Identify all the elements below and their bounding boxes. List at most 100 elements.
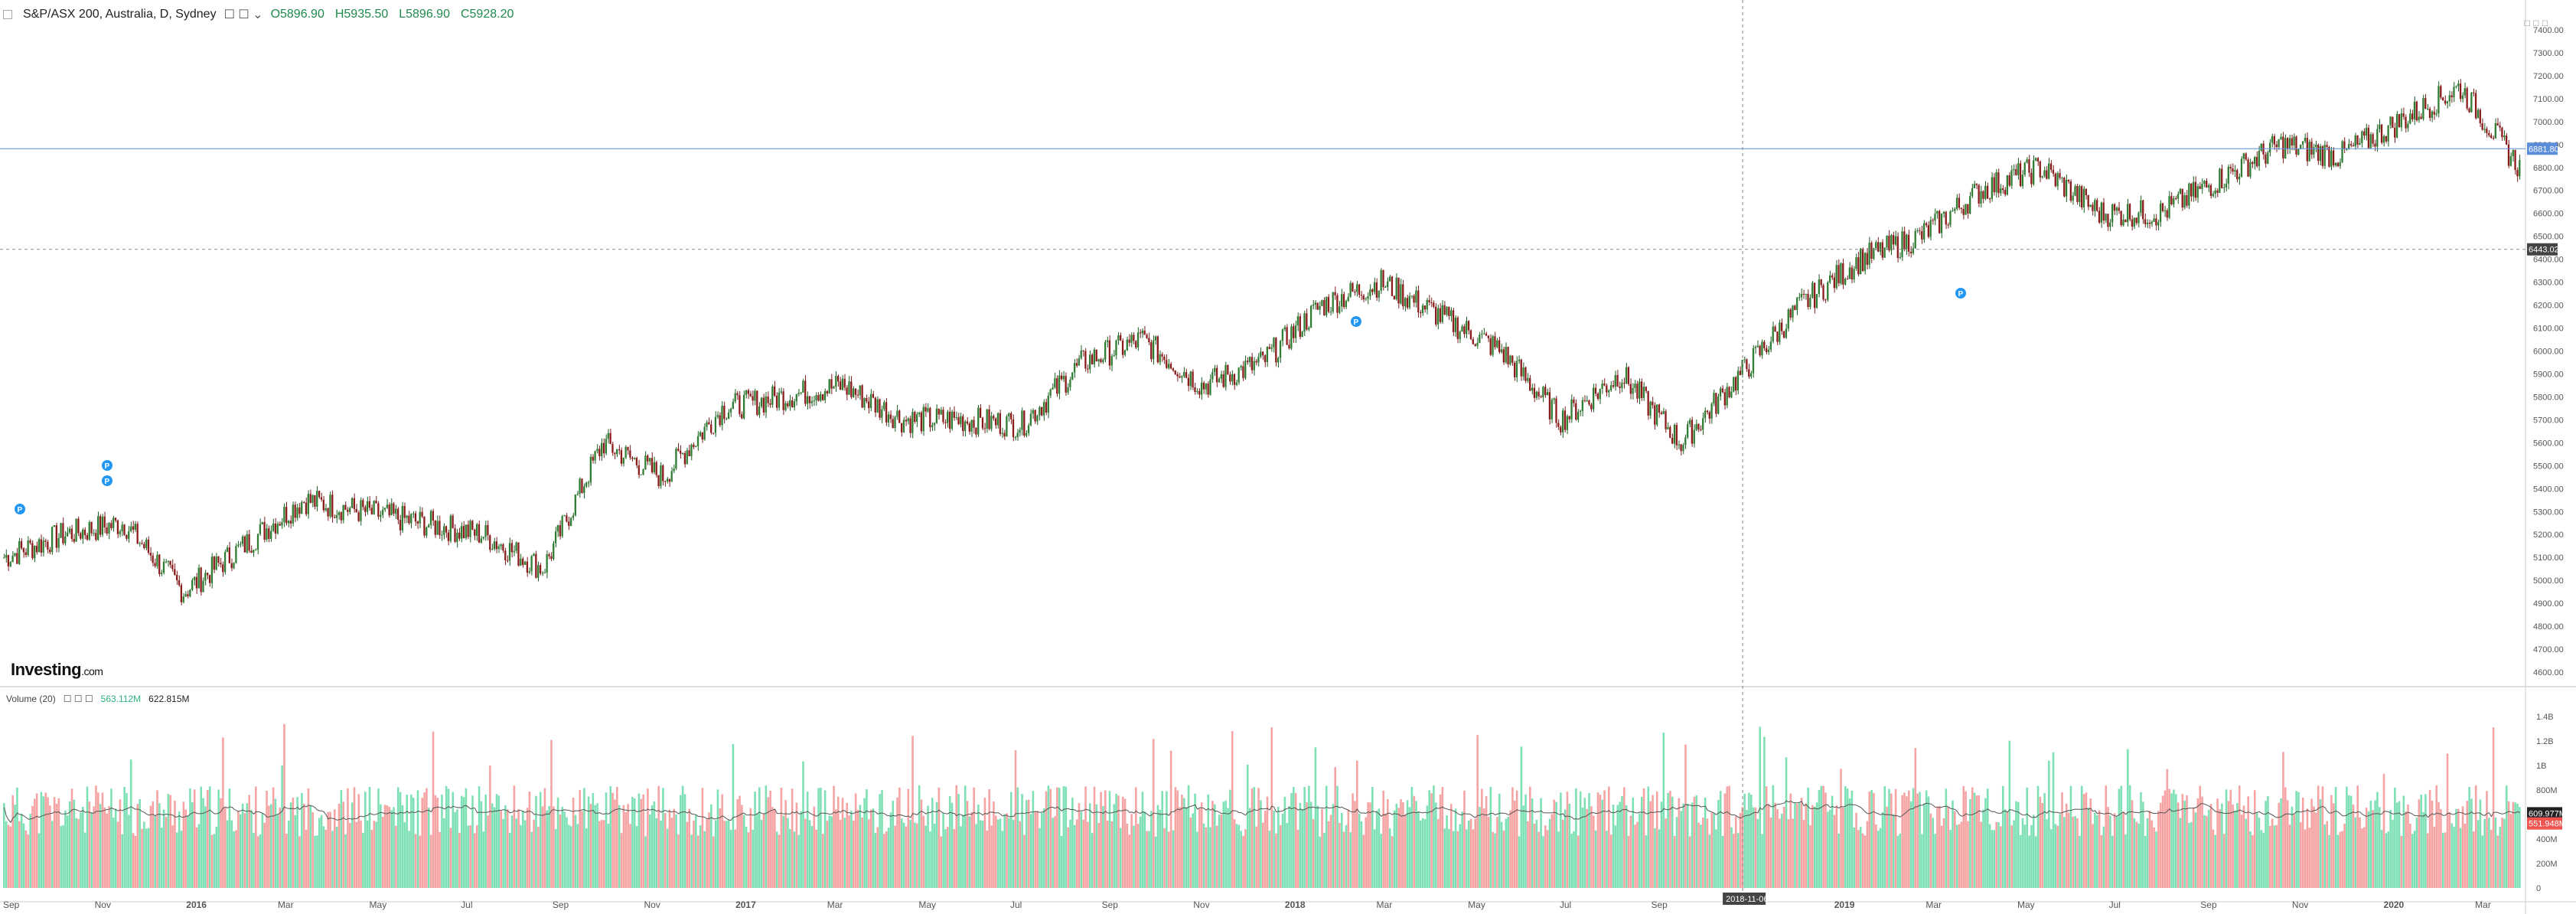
candle-body (1507, 347, 1509, 365)
window-buttons-icon[interactable]: ☐ ☐ ☐ (2523, 20, 2548, 28)
volume-bar (614, 799, 616, 888)
volume-bar (215, 826, 218, 888)
candle-body (1769, 341, 1772, 350)
volume-bar (2181, 794, 2184, 888)
volume-bar (1237, 824, 1241, 888)
volume-tick-label: 800M (2536, 786, 2558, 795)
candle-body (439, 521, 441, 536)
volume-bar (1176, 790, 1179, 888)
candle-body (1135, 341, 1137, 348)
candle-body (408, 515, 410, 524)
volume-bar (2394, 787, 2396, 888)
candle-body (248, 534, 250, 551)
volume-bar (248, 795, 250, 888)
volume-bar (298, 836, 301, 888)
volume-bar (948, 795, 951, 888)
volume-bar (482, 831, 485, 888)
volume-bar (281, 765, 283, 888)
price-tick-label: 4900.00 (2533, 599, 2564, 609)
candle-body (990, 416, 993, 429)
candle-body (2450, 95, 2453, 98)
volume-bar (2440, 808, 2442, 888)
volume-bar (51, 821, 54, 888)
volume-bar (1042, 808, 1045, 888)
volume-bar (1246, 764, 1249, 888)
candle-body (1921, 231, 1923, 240)
candle-body (1835, 265, 1837, 289)
candle-body (935, 408, 938, 423)
volume-bar (1511, 787, 1514, 888)
candle-body (2179, 188, 2181, 194)
volume-bar (1006, 813, 1008, 888)
volume-bar (1255, 826, 1257, 888)
candle-body (1896, 236, 1899, 258)
candle-body (495, 541, 497, 550)
volume-header: Volume (20) ☐ ☐ ☐ 563.112M 622.815M (6, 694, 190, 704)
volume-bar (1627, 835, 1630, 888)
volume-bar (156, 790, 158, 888)
candle-body (1097, 359, 1100, 361)
volume-bar (686, 821, 689, 888)
candle-body (2486, 129, 2488, 133)
settings-icon[interactable]: ☐ ☐ ⌄ (223, 8, 263, 21)
volume-bar (1227, 808, 1229, 888)
volume-bar (876, 827, 879, 888)
candle-body (182, 596, 184, 602)
candle-body (1726, 387, 1728, 406)
volume-bar (960, 826, 962, 888)
volume-bar (1828, 809, 1831, 888)
candle-body (2135, 217, 2137, 224)
volume-bar (1163, 827, 1166, 888)
volume-bar (1754, 807, 1757, 888)
volume-bar (1014, 750, 1017, 888)
candle-body (732, 401, 734, 409)
candle-body (948, 411, 951, 429)
volume-bar (1071, 797, 1074, 888)
volume-bar (2319, 799, 2322, 888)
volume-bar (795, 802, 798, 888)
candle-body (633, 458, 636, 459)
candle-body (1687, 423, 1689, 438)
volume-bar (2262, 833, 2265, 888)
candle-body (86, 535, 89, 540)
candle-body (149, 553, 152, 556)
volume-bar (1929, 813, 1932, 888)
time-tick-label: Nov (644, 899, 660, 910)
candle-body (1006, 416, 1008, 437)
volume-bar (2507, 801, 2510, 888)
candle-body (2418, 116, 2420, 121)
volume-bar (1148, 831, 1150, 888)
volume-bar (2159, 802, 2162, 888)
volume-bar (2039, 796, 2042, 888)
candle-body (1417, 290, 1420, 313)
volume-bar (2308, 827, 2311, 888)
volume-bar (732, 743, 735, 888)
volume-bar (2082, 794, 2085, 888)
candle-body (1378, 290, 1380, 298)
volume-bar (62, 824, 64, 888)
candle-body (866, 398, 868, 402)
volume-bar (729, 830, 732, 888)
candle-body (690, 444, 693, 456)
volume-bar (2201, 796, 2203, 888)
volume-bar (804, 818, 807, 888)
candle-body (911, 412, 914, 433)
candle-body (2186, 195, 2188, 206)
candle-body (1294, 325, 1297, 338)
candle-body (1936, 211, 1939, 214)
volume-settings-icon[interactable]: ☐ ☐ ☐ (63, 694, 93, 704)
candle-body (736, 393, 739, 396)
volume-bar (701, 788, 704, 888)
candle-body (55, 525, 57, 548)
volume-bar (230, 820, 233, 888)
collapse-icon[interactable] (3, 10, 12, 19)
candle-body (2085, 188, 2087, 196)
candle-body (2407, 123, 2409, 129)
volume-bar (727, 820, 730, 888)
volume-bar (1982, 809, 1984, 888)
volume-bar (2183, 800, 2186, 888)
volume-bar (905, 826, 908, 888)
volume-bar (1581, 807, 1584, 888)
volume-bar (1336, 785, 1339, 888)
